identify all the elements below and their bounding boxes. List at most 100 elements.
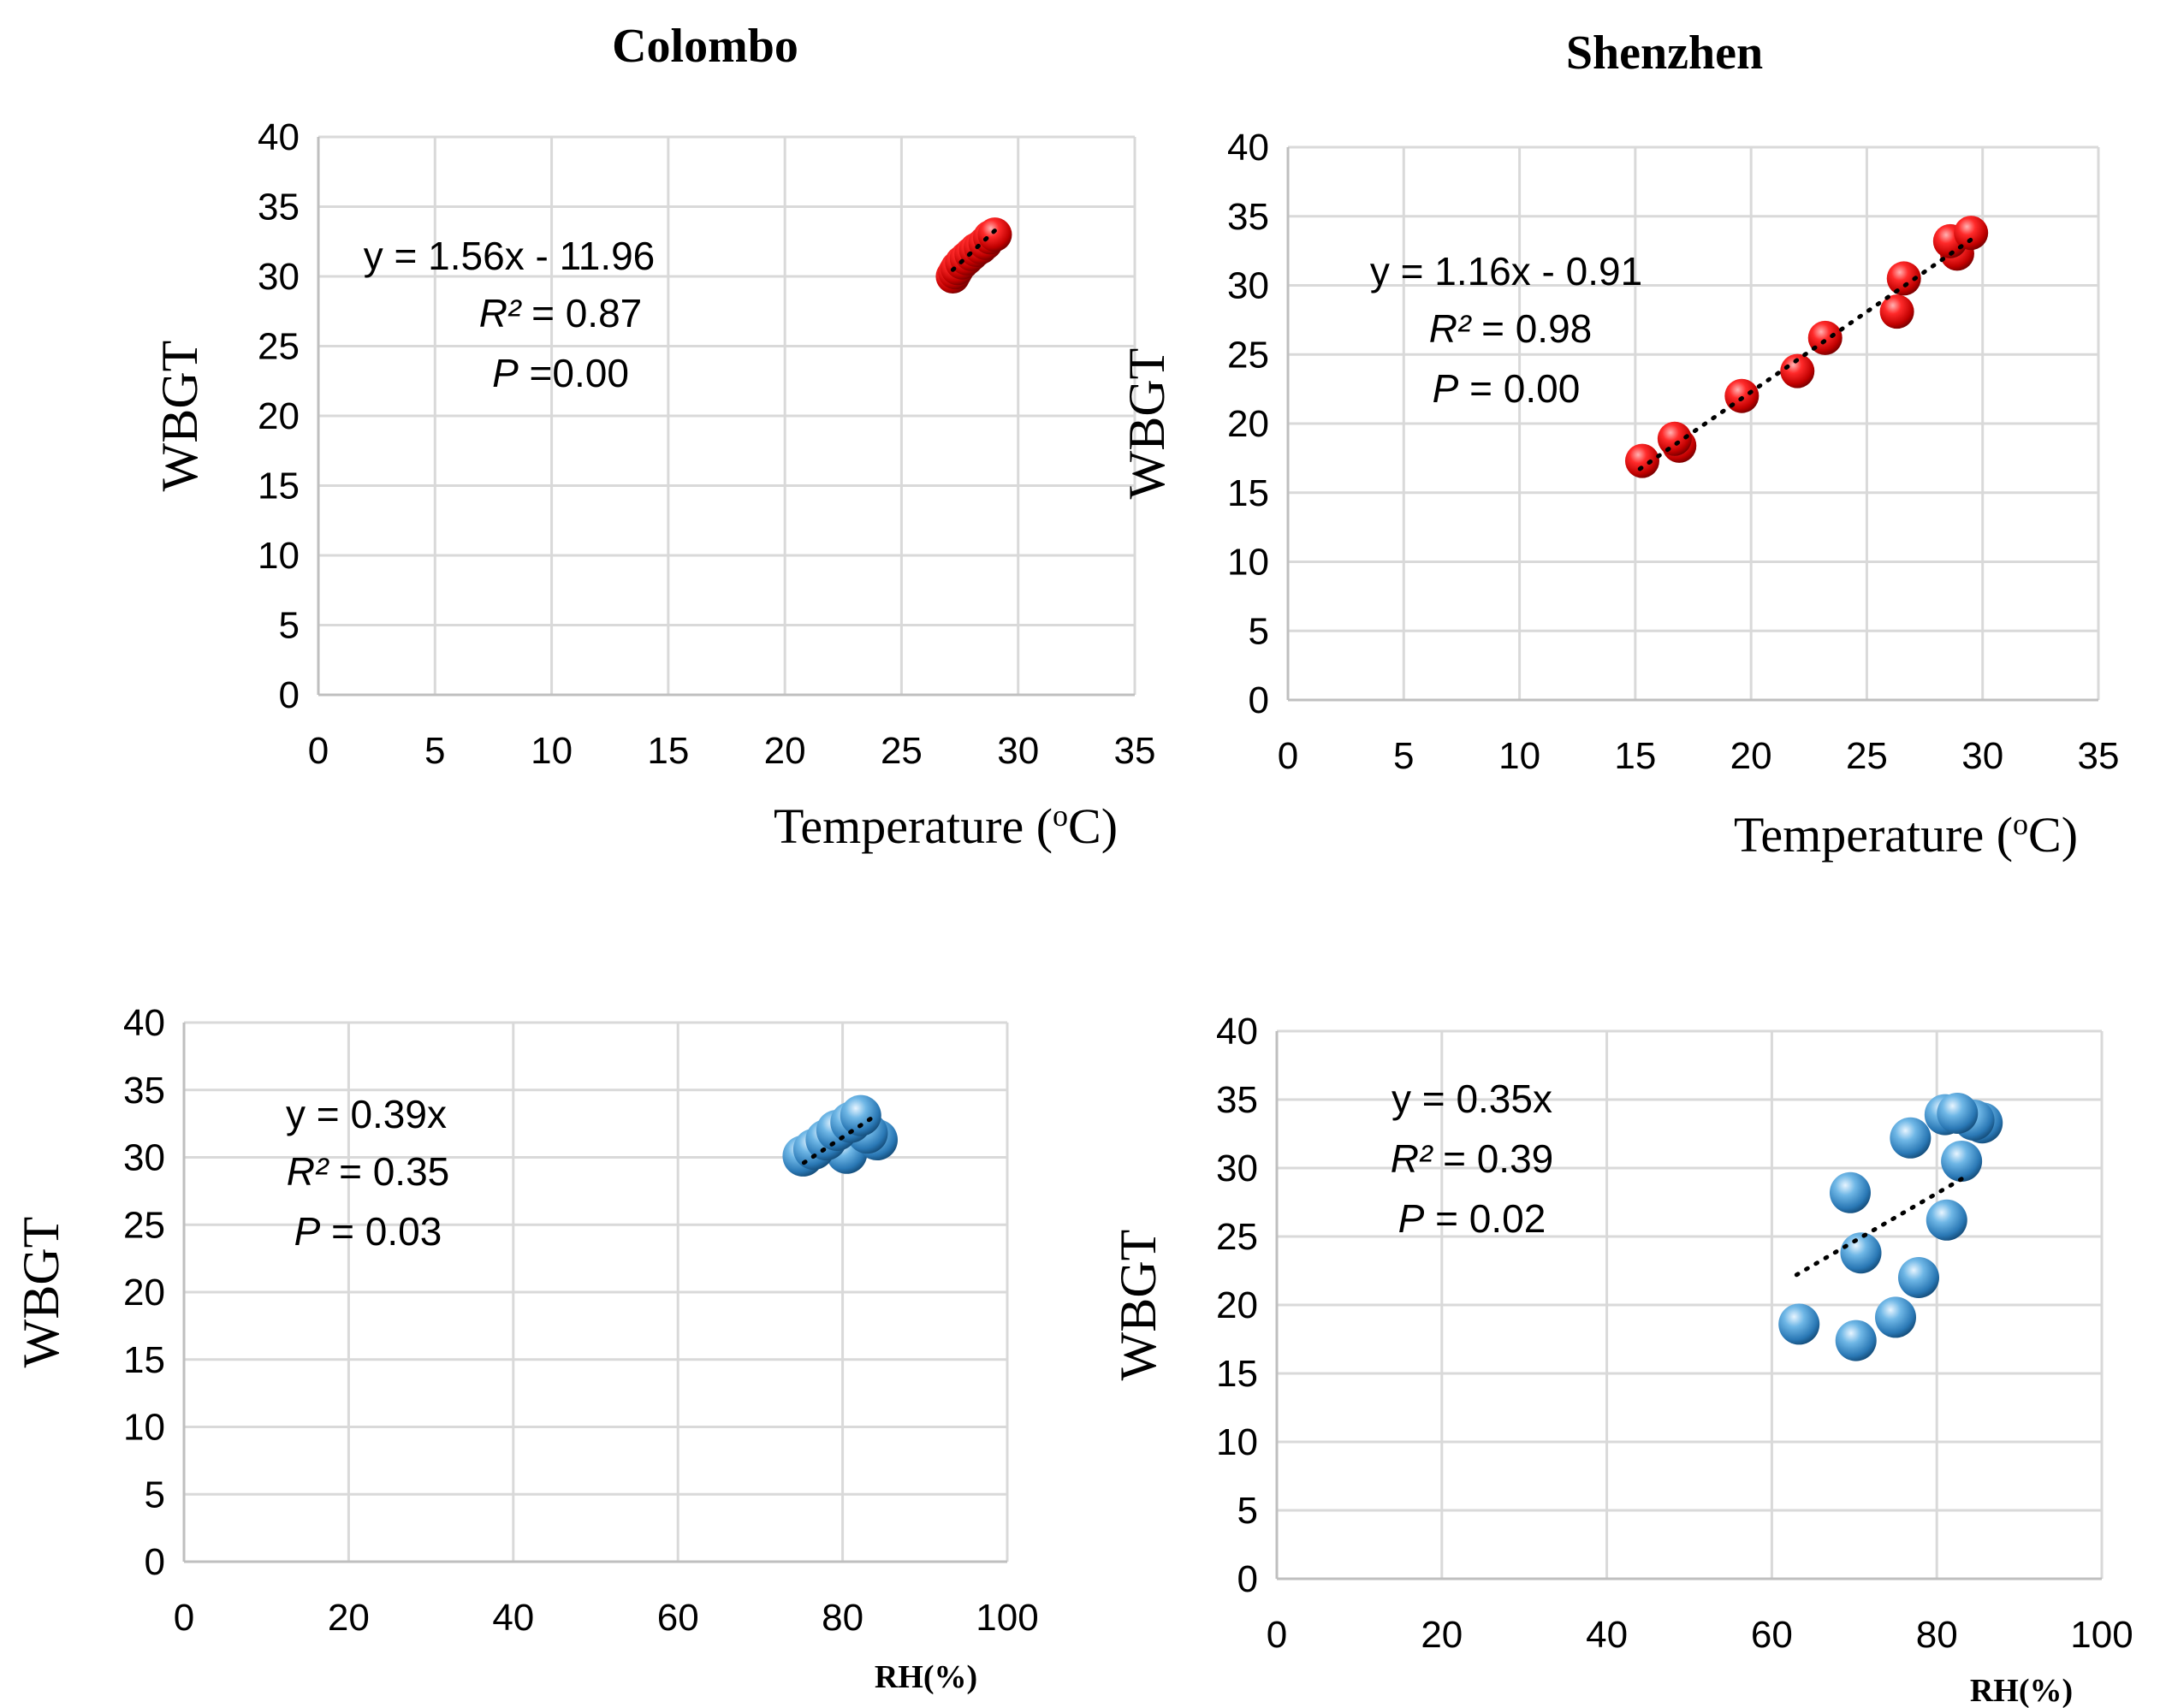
x-tick-label: 20 xyxy=(1730,735,1772,777)
y-tick-label: 20 xyxy=(1216,1284,1258,1326)
y-tick-label: 15 xyxy=(258,466,300,507)
y-tick-label: 35 xyxy=(1216,1079,1258,1121)
x-tick-label: 60 xyxy=(657,1597,699,1639)
x-tick-label: 20 xyxy=(328,1597,370,1639)
data-point xyxy=(1778,1303,1820,1345)
data-point xyxy=(1657,421,1692,456)
y-tick-label: 0 xyxy=(145,1541,165,1583)
y-tick-label: 20 xyxy=(123,1272,165,1314)
x-tick-label: 60 xyxy=(1751,1614,1793,1656)
data-point xyxy=(1835,1320,1877,1361)
x-tick-label: 10 xyxy=(531,730,573,772)
data-point xyxy=(1937,1093,1979,1134)
data-point xyxy=(1926,1199,1967,1241)
y-tick-label: 40 xyxy=(258,116,300,158)
data-point xyxy=(1780,353,1815,388)
trendline xyxy=(1794,1177,1964,1278)
data-point xyxy=(977,217,1012,252)
x-tick-label: 0 xyxy=(308,730,329,772)
x-tick-label: 40 xyxy=(1586,1614,1628,1656)
y-tick-label: 40 xyxy=(1227,127,1269,169)
y-axis-label: WBGT xyxy=(13,1217,69,1368)
x-tick-label: 5 xyxy=(424,730,445,772)
y-tick-label: 30 xyxy=(258,256,300,298)
x-tick-label: 35 xyxy=(2078,735,2120,777)
y-tick-label: 10 xyxy=(123,1407,165,1449)
x-axis-label: RH(%) xyxy=(875,1659,977,1695)
chart-shenzhen-rh: 0 20 40 60 80 100 0 5 10 15 20 25 30 35 40 RH(%) WBGT y =… xyxy=(1110,1011,2133,1708)
p-value-label: P =0.00 xyxy=(492,351,629,395)
x-tick-label: 15 xyxy=(647,730,689,772)
regression-equation: y = 0.39x xyxy=(286,1092,447,1136)
x-axis-label: RH(%) xyxy=(1970,1673,2073,1708)
r-squared-label: R² = 0.39 xyxy=(1391,1136,1554,1181)
y-tick-label: 5 xyxy=(1249,610,1269,652)
regression-equation: y = 1.16x - 0.91 xyxy=(1370,249,1642,294)
y-tick-label: 35 xyxy=(1227,196,1269,238)
y-tick-label: 20 xyxy=(258,395,300,437)
chart-colombo-temperature: 0 5 10 15 20 25 30 35 0 5 10 15 20 25 30 35 40 Temperatur… xyxy=(151,116,1155,854)
p-value-label: P = 0.00 xyxy=(1433,366,1581,411)
data-point xyxy=(1897,1257,1939,1298)
p-value-label: P = 0.03 xyxy=(294,1209,442,1254)
x-tick-label: 25 xyxy=(1846,735,1888,777)
y-tick-label: 5 xyxy=(279,605,300,647)
title-colombo: Colombo xyxy=(612,20,798,73)
y-tick-label: 40 xyxy=(1216,1011,1258,1053)
y-tick-label: 20 xyxy=(1227,403,1269,445)
x-tick-label: 40 xyxy=(492,1597,534,1639)
x-tick-label: 20 xyxy=(1421,1614,1463,1656)
y-tick-label: 25 xyxy=(1227,334,1269,376)
y-tick-label: 25 xyxy=(1216,1216,1258,1258)
x-tick-label: 100 xyxy=(2070,1614,2133,1656)
x-tick-label: 30 xyxy=(1961,735,2003,777)
r-squared-label: R² = 0.35 xyxy=(287,1149,450,1194)
chart-colombo-rh: 0 20 40 60 80 100 0 5 10 15 20 25 30 35 40 RH(%) WBGT y =… xyxy=(13,1002,1039,1695)
x-tick-label: 0 xyxy=(1267,1614,1287,1656)
x-tick-label: 10 xyxy=(1498,735,1540,777)
x-tick-label: 30 xyxy=(997,730,1039,772)
x-tick-label: 25 xyxy=(881,730,923,772)
regression-equation: y = 1.56x - 11.96 xyxy=(364,234,656,278)
trendline xyxy=(801,1116,874,1165)
data-point xyxy=(1886,261,1921,296)
x-tick-label: 0 xyxy=(1278,735,1298,777)
y-axis-label: WBGT xyxy=(151,341,208,492)
x-tick-label: 5 xyxy=(1393,735,1414,777)
data-point xyxy=(1890,1117,1932,1159)
trendline xyxy=(1637,237,1973,471)
y-tick-label: 15 xyxy=(1216,1353,1258,1395)
y-tick-label: 10 xyxy=(1227,542,1269,584)
data-point xyxy=(1840,1232,1882,1274)
y-tick-label: 30 xyxy=(1216,1148,1258,1189)
y-tick-label: 30 xyxy=(123,1137,165,1179)
data-point xyxy=(840,1094,881,1136)
x-tick-label: 80 xyxy=(1916,1614,1958,1656)
y-axis-label: WBGT xyxy=(1119,348,1175,500)
y-tick-label: 25 xyxy=(123,1204,165,1246)
y-tick-label: 25 xyxy=(258,326,300,368)
data-point xyxy=(1829,1171,1871,1213)
x-tick-label: 0 xyxy=(174,1597,194,1639)
y-tick-label: 10 xyxy=(258,535,300,577)
chart-shenzhen-temperature: 0 5 10 15 20 25 30 35 0 5 10 15 20 25 30 35 40 Temperatur… xyxy=(1119,127,2119,863)
y-tick-label: 35 xyxy=(123,1070,165,1112)
x-axis-label: Temperature (oC) xyxy=(1734,807,2078,863)
y-tick-label: 10 xyxy=(1216,1421,1258,1463)
y-tick-label: 5 xyxy=(1237,1490,1258,1532)
trendline xyxy=(950,228,997,272)
x-tick-label: 20 xyxy=(764,730,806,772)
regression-equation: y = 0.35x xyxy=(1392,1076,1552,1121)
x-tick-label: 80 xyxy=(822,1597,863,1639)
x-tick-label: 15 xyxy=(1614,735,1656,777)
r-squared-label: R² = 0.98 xyxy=(1429,306,1593,351)
data-point xyxy=(1724,378,1759,413)
p-value-label: P = 0.02 xyxy=(1398,1196,1546,1241)
y-tick-label: 15 xyxy=(123,1339,165,1381)
y-tick-label: 0 xyxy=(279,674,300,716)
y-tick-label: 5 xyxy=(145,1474,165,1515)
y-tick-label: 15 xyxy=(1227,472,1269,514)
y-tick-label: 0 xyxy=(1237,1558,1258,1600)
y-tick-label: 30 xyxy=(1227,265,1269,307)
data-point xyxy=(1875,1296,1916,1338)
